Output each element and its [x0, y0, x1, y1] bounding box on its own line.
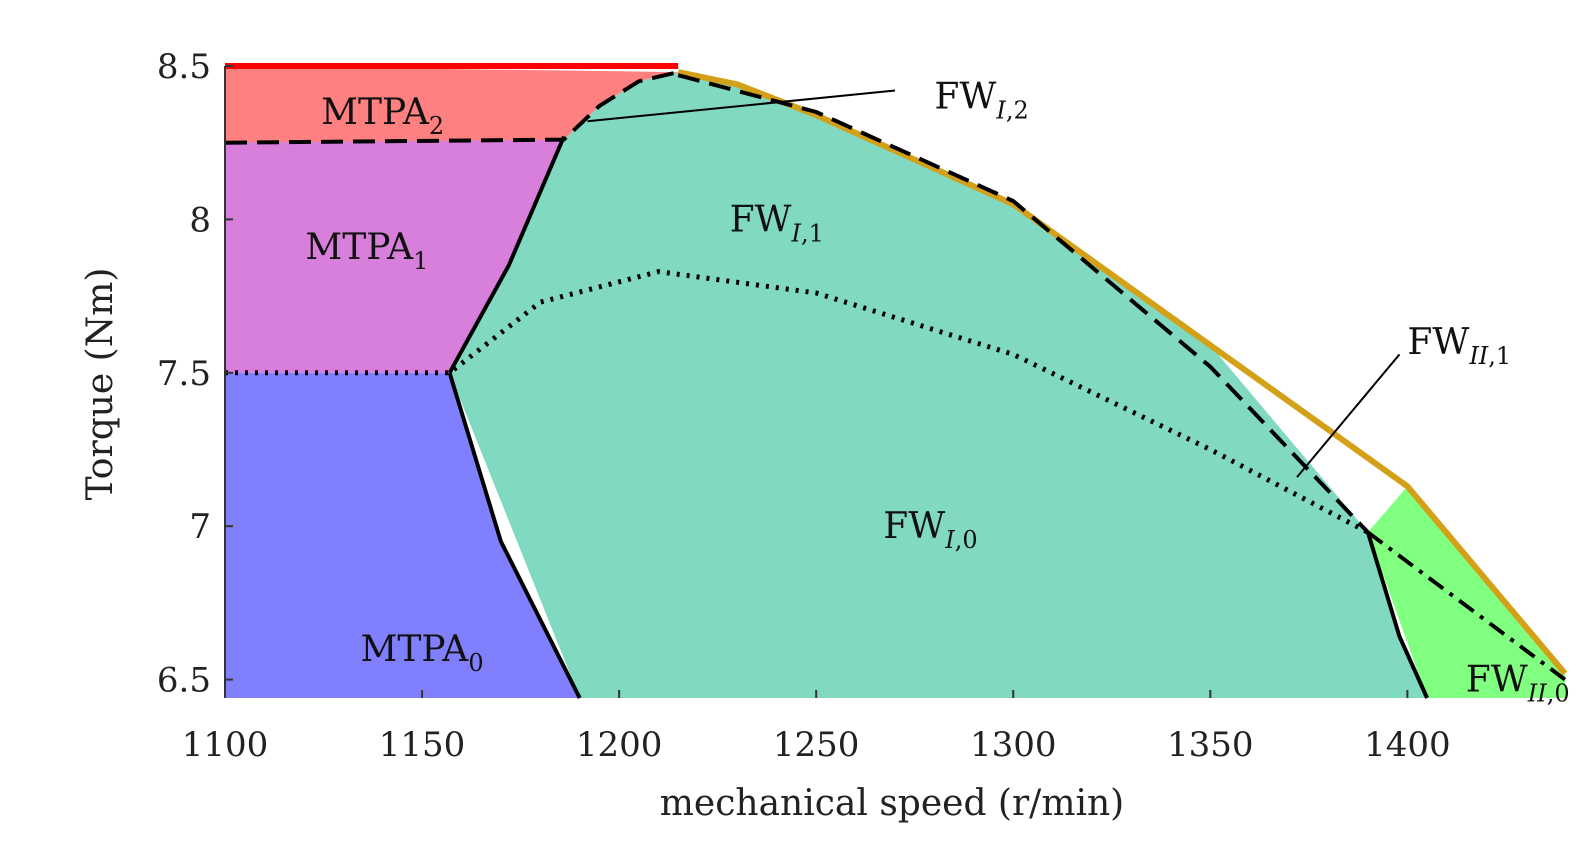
label-fw_ii0-subscript: II — [1527, 680, 1547, 708]
region-fw-ii — [1367, 486, 1565, 698]
y-tick-label: 7 — [189, 507, 211, 547]
y-tick-label: 6.5 — [157, 661, 211, 701]
region-labels: MTPA0MTPA1MTPA2FWI,1FWI,0FWII,0FWI,2FWII… — [305, 77, 1569, 708]
annotation-label-0-base: FW — [934, 77, 996, 118]
label-fw_i0-base: FW — [883, 506, 945, 547]
label-fw_i0-subscript: I — [944, 526, 955, 554]
annotation-leader-line — [1296, 353, 1401, 478]
annotation-label-0-subscript: I — [995, 97, 1006, 125]
label-fw_ii0: FWII,0 — [1466, 660, 1570, 708]
annotation-label-0: FWI,2 — [934, 77, 1028, 125]
axes: 1100 1150 1200 1250 1300 1350 1400 6.5 7 7.5 8 8.5 — [157, 47, 1451, 765]
label-mtpa1-base: MTPA — [305, 227, 414, 268]
y-tick-label: 7.5 — [157, 354, 211, 394]
label-fw_i0-subscript-rest: ,0 — [955, 526, 978, 554]
label-mtpa1-subscript: 1 — [413, 247, 428, 275]
label-fw_ii0-subscript-rest: ,0 — [1547, 680, 1570, 708]
x-tick-label: 1250 — [773, 725, 860, 765]
y-tick-label: 8 — [189, 200, 211, 240]
label-mtpa1: MTPA1 — [305, 227, 428, 275]
series-line-fw_ii1_upper — [1366, 530, 1567, 682]
annotation-leader-line — [587, 89, 896, 123]
region-fills — [225, 66, 1565, 699]
annotation-label-0-subscript-rest: ,2 — [1006, 97, 1029, 125]
y-tick-label: 8.5 — [157, 47, 211, 87]
region-mtpa2 — [225, 66, 679, 143]
series-line-mtpa1_boundary — [447, 135, 566, 374]
label-mtpa2-subscript: 2 — [429, 112, 444, 140]
series-line-envelope — [677, 69, 1568, 676]
boundary-lines — [224, 63, 1568, 699]
series-line-mtpa2_lower — [224, 70, 679, 145]
label-mtpa0-base: MTPA — [361, 629, 470, 670]
label-fw_i1-base: FW — [730, 199, 792, 240]
x-tick-label: 1350 — [1167, 725, 1254, 765]
series-line-fw_i0_upper — [225, 269, 1370, 535]
annotation-label-1: FWII,1 — [1407, 322, 1511, 370]
region-fw-i — [449, 72, 1428, 699]
label-fw_i1-subscript-rest: ,1 — [801, 219, 824, 247]
region-mtpa0 — [225, 372, 580, 698]
annotation-label-1-subscript: II — [1468, 342, 1488, 370]
x-tick-label: 1100 — [182, 725, 269, 765]
series-line-fw_i1_upper — [677, 73, 1370, 534]
x-tick-label: 1300 — [970, 725, 1057, 765]
x-tick-label: 1150 — [379, 725, 466, 765]
label-fw_i0: FWI,0 — [883, 506, 977, 554]
region-mtpa1 — [225, 136, 564, 373]
series-line-fw_ii_boundary — [1365, 531, 1429, 699]
x-axis-label: mechanical speed (r/min) — [660, 783, 1124, 824]
annotation-label-1-base: FW — [1407, 322, 1469, 363]
label-mtpa2: MTPA2 — [321, 92, 444, 140]
label-fw_ii0-base: FW — [1466, 660, 1528, 701]
label-mtpa0: MTPA0 — [361, 629, 484, 677]
label-mtpa0-subscript: 0 — [468, 649, 483, 677]
label-fw_i1-subscript: I — [791, 219, 802, 247]
series-line-mtpa0_boundary — [447, 372, 582, 699]
label-mtpa2-base: MTPA — [321, 92, 430, 133]
annotation-label-1-subscript-rest: ,1 — [1488, 342, 1511, 370]
x-tick-label: 1200 — [576, 725, 663, 765]
x-tick-label: 1400 — [1364, 725, 1451, 765]
y-axis-label: Torque (Nm) — [80, 268, 121, 501]
label-fw_i1: FWI,1 — [730, 199, 824, 247]
